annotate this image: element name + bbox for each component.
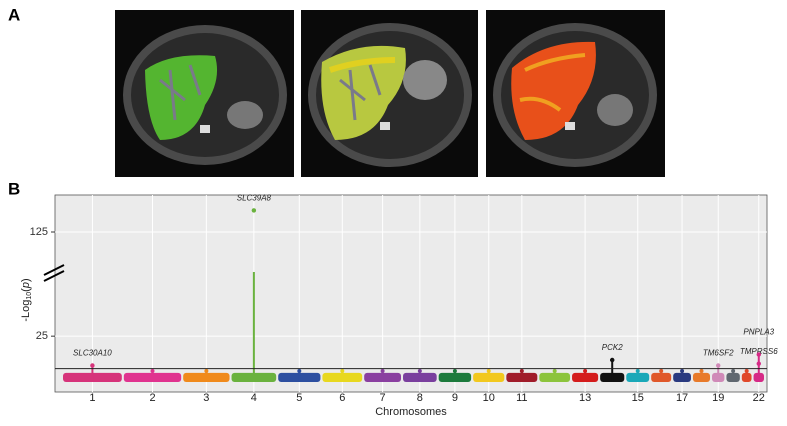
- peak-point: [583, 369, 588, 373]
- mri-image: [301, 10, 478, 177]
- annotated-point: [756, 352, 761, 357]
- peak-point: [150, 369, 155, 373]
- annotated-point: [610, 357, 615, 363]
- x-tick-label: 15: [632, 392, 644, 404]
- plot-area: [54, 194, 768, 393]
- peak-point: [552, 369, 557, 373]
- x-tick-label: 8: [417, 392, 423, 404]
- peak-point: [659, 369, 664, 373]
- peak-point: [380, 369, 385, 373]
- x-tick-label: 10: [483, 392, 495, 404]
- mri-image: [486, 10, 665, 177]
- y-axis-label: -Log10(p): [20, 278, 33, 321]
- gene-label: PCK2: [602, 343, 623, 352]
- axis-break: [43, 270, 65, 282]
- x-tick-label: 7: [380, 392, 386, 404]
- peak-point: [417, 369, 422, 373]
- annotated-point: [756, 361, 761, 366]
- annotated-point: [251, 208, 257, 213]
- gene-label: SLC39A8: [237, 194, 272, 203]
- x-tick-label: 4: [251, 392, 257, 404]
- annotated-point: [90, 363, 95, 368]
- y-tick-label: 125: [30, 226, 48, 238]
- peak-point: [486, 369, 491, 373]
- peak-point: [204, 369, 209, 373]
- y-axis-label-part: (: [20, 288, 32, 292]
- peak-point: [519, 369, 524, 373]
- x-tick-label: 22: [753, 392, 765, 404]
- peak-point: [744, 369, 749, 373]
- peak-point: [297, 369, 302, 373]
- x-tick-label: 19: [712, 392, 724, 404]
- x-tick-label: 1: [89, 392, 95, 404]
- y-axis-label-part: p: [20, 282, 32, 289]
- y-axis-label-part: 10: [26, 292, 33, 300]
- x-tick-label: 9: [452, 392, 458, 404]
- panel-label: B: [8, 179, 20, 198]
- y-axis-label-part: ): [20, 278, 32, 282]
- peak-point: [731, 369, 736, 373]
- y-tick-label: 25: [36, 330, 48, 342]
- x-tick-label: 5: [296, 392, 302, 404]
- peak-point: [452, 369, 457, 373]
- x-tick-label: 2: [149, 392, 155, 404]
- x-tick-label: 13: [579, 392, 591, 404]
- peak-point: [635, 369, 640, 373]
- gene-label: TM6SF2: [703, 349, 734, 358]
- panel-label: A: [8, 5, 20, 24]
- y-axis-label-part: -Log: [20, 300, 32, 322]
- axis-break: [43, 264, 65, 276]
- x-axis-label: Chromosomes: [375, 406, 447, 418]
- peak-point: [680, 369, 685, 373]
- gene-label: TMPRSS6: [740, 347, 778, 356]
- x-tick-label: 6: [339, 392, 345, 404]
- gene-label: PNPLA3: [743, 328, 774, 337]
- annotated-point: [716, 363, 721, 368]
- peak-point: [699, 369, 704, 373]
- x-tick-label: 17: [676, 392, 688, 404]
- peak-point: [340, 369, 345, 373]
- gene-label: SLC30A10: [73, 349, 112, 358]
- x-tick-label: 11: [516, 392, 527, 404]
- x-tick-label: 3: [203, 392, 209, 404]
- mri-image: [115, 10, 294, 177]
